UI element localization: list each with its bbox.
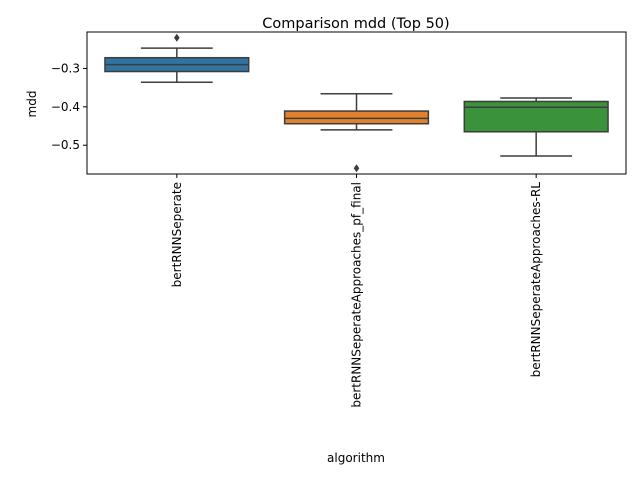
box bbox=[283, 110, 430, 125]
box bbox=[463, 100, 609, 133]
plot-area: −0.3 −0.4 −0.5 bertRNNSeperate bertRNNSepera… bbox=[51, 31, 627, 408]
x-axis-label: algorithm bbox=[327, 451, 385, 465]
box-group bbox=[104, 33, 250, 84]
x-tick-label: bertRNNSeperateApproaches-RL bbox=[529, 182, 543, 378]
x-tick-label: bertRNNSeperateApproaches_pf_final bbox=[350, 182, 364, 408]
x-tick-label: bertRNNSeperate bbox=[170, 182, 184, 287]
y-axis-label: mdd bbox=[25, 91, 39, 118]
y-tick-label: −0.3 bbox=[51, 61, 80, 75]
outlier-point bbox=[353, 164, 360, 173]
chart-title: Comparison mdd (Top 50) bbox=[262, 16, 449, 32]
box-group bbox=[463, 97, 609, 157]
y-tick-label: −0.5 bbox=[51, 138, 80, 152]
outlier-point bbox=[174, 33, 180, 42]
y-tick-label: −0.4 bbox=[51, 100, 80, 114]
box-group bbox=[283, 93, 430, 173]
